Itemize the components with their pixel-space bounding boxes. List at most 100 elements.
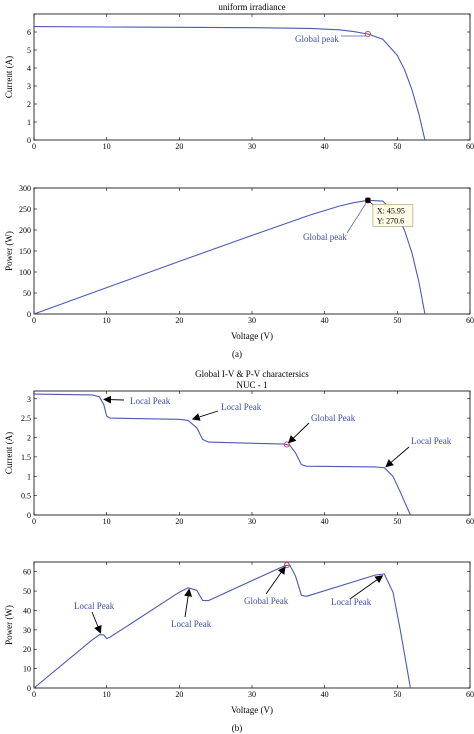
caption-b: (b)	[232, 723, 243, 733]
x-tick-label: 40	[321, 517, 329, 526]
peak-marker	[283, 562, 290, 569]
series-line-1	[33, 393, 411, 516]
x-tick-label: 30	[248, 690, 256, 699]
x-tick-label: 10	[103, 316, 111, 325]
y-tick-label: 0	[27, 136, 31, 145]
x-axis-label: Voltage (V)	[231, 705, 273, 715]
y-tick-label: 250	[19, 205, 31, 214]
y-tick-label: 50	[23, 289, 31, 298]
y-tick-label: 5	[27, 46, 31, 55]
annotation-label: Local Peak	[171, 619, 212, 629]
annotation-label: Local Peak	[130, 396, 171, 406]
annotation-arrow	[103, 395, 125, 404]
x-tick-label: 60	[466, 517, 474, 526]
x-tick-label: 60	[466, 316, 474, 325]
peak-marker	[364, 197, 371, 204]
y-tick-label: 3	[27, 82, 31, 91]
y-tick-label: 2	[27, 434, 31, 443]
y-tick-label: 0	[27, 684, 31, 693]
y-tick-label: 1	[27, 118, 31, 127]
annotation-label: Global peak	[295, 34, 339, 44]
x-tick-label: 40	[321, 142, 329, 151]
y-tick-label: 30	[23, 626, 31, 635]
x-tick-label: 20	[175, 142, 183, 151]
x-tick-label: 50	[393, 142, 401, 151]
y-tick-label: 0	[27, 310, 31, 319]
y-tick-label: 0.5	[21, 492, 31, 501]
annotation-arrow	[184, 588, 193, 618]
x-tick-label: 0	[32, 690, 36, 699]
chart-1: 0 10 20 30 40 50 60 0 1 2 3 4 5 6 uniform irradiance Cu…	[4, 2, 474, 151]
x-tick-label: 0	[32, 517, 36, 526]
x-tick-label: 50	[393, 517, 401, 526]
x-tick-label: 60	[466, 690, 474, 699]
y-tick-label: 300	[19, 184, 31, 193]
annotation-arrow	[191, 410, 219, 421]
y-tick-label: 20	[23, 645, 31, 654]
x-tick-label: 50	[393, 690, 401, 699]
x-tick-label: 20	[175, 316, 183, 325]
annotation-label: Local Peak	[221, 402, 262, 412]
annotation-label: Global Peak	[244, 596, 289, 606]
series-line-1	[33, 564, 411, 689]
y-tick-label: 40	[23, 606, 31, 615]
chart-subtitle: NUC - 1	[237, 380, 268, 390]
x-tick-label: 40	[321, 316, 329, 325]
x-tick-label: 10	[103, 142, 111, 151]
annotation-leader	[346, 203, 367, 234]
peak-marker	[283, 441, 290, 448]
x-tick-label: 0	[32, 142, 36, 151]
annotation-label: Local Peak	[331, 597, 372, 607]
x-tick-label: 30	[248, 517, 256, 526]
series-line-1	[33, 26, 426, 141]
y-tick-label: 10	[23, 665, 31, 674]
y-tick-label: 0	[27, 511, 31, 520]
x-tick-label: 10	[103, 690, 111, 699]
y-axis-label: Current (A)	[4, 432, 14, 474]
annotation-arrow	[91, 611, 102, 634]
annotation-arrow	[349, 575, 384, 600]
chart-2: 0 10 20 30 40 50 60 0 50 100 150 200 250 300 Voltage (…	[4, 184, 474, 341]
caption-a: (a)	[232, 349, 242, 359]
y-tick-label: 60	[23, 568, 31, 577]
peak-marker	[364, 30, 371, 38]
y-axis-label: Current (A)	[4, 56, 14, 98]
y-tick-label: 2	[27, 100, 31, 109]
annotation-label: Local Peak	[411, 436, 452, 446]
chart-title: uniform irradiance	[218, 2, 285, 12]
datatip-y: Y: 270.6	[377, 216, 404, 225]
x-tick-label: 30	[248, 316, 256, 325]
x-tick-label: 20	[175, 517, 183, 526]
annotation-label: Global peak	[303, 232, 347, 242]
chart-4: 0 10 20 30 40 50 60 0 10 20 30 40 50 60 Voltage (V) Pow…	[4, 561, 474, 715]
y-tick-label: 3	[27, 395, 31, 404]
x-tick-label: 30	[248, 142, 256, 151]
y-tick-label: 1.5	[21, 453, 31, 462]
y-tick-label: 4	[27, 64, 31, 73]
annotation-arrow	[385, 446, 410, 468]
x-tick-label: 20	[175, 690, 183, 699]
annotation-arrow	[265, 566, 286, 595]
x-tick-label: 50	[393, 316, 401, 325]
y-tick-label: 50	[23, 587, 31, 596]
y-tick-label: 2.5	[21, 414, 31, 423]
annotation-label: Local Peak	[74, 601, 115, 611]
plot-frame	[33, 13, 471, 141]
datatip-x: X: 45.95	[377, 206, 405, 215]
x-tick-label: 0	[32, 316, 36, 325]
y-tick-label: 100	[19, 268, 31, 277]
y-tick-label: 200	[19, 226, 31, 235]
annotation-arrow	[287, 422, 310, 444]
y-axis-label: Power (W)	[4, 605, 14, 645]
x-tick-label: 40	[321, 690, 329, 699]
y-tick-label: 1	[27, 472, 31, 481]
y-tick-label: 150	[19, 247, 31, 256]
y-tick-label: 6	[27, 28, 31, 37]
chart-3: 0 10 20 30 40 50 60 0 0.5 1 1.5 2 2.5 3 Global I-V & P…	[4, 369, 474, 526]
y-axis-label: Power (W)	[4, 231, 14, 271]
chart-title: Global I-V & P-V charactersics	[195, 369, 309, 379]
x-tick-label: 10	[103, 517, 111, 526]
datatip-box	[372, 204, 414, 227]
x-tick-label: 60	[466, 142, 474, 151]
